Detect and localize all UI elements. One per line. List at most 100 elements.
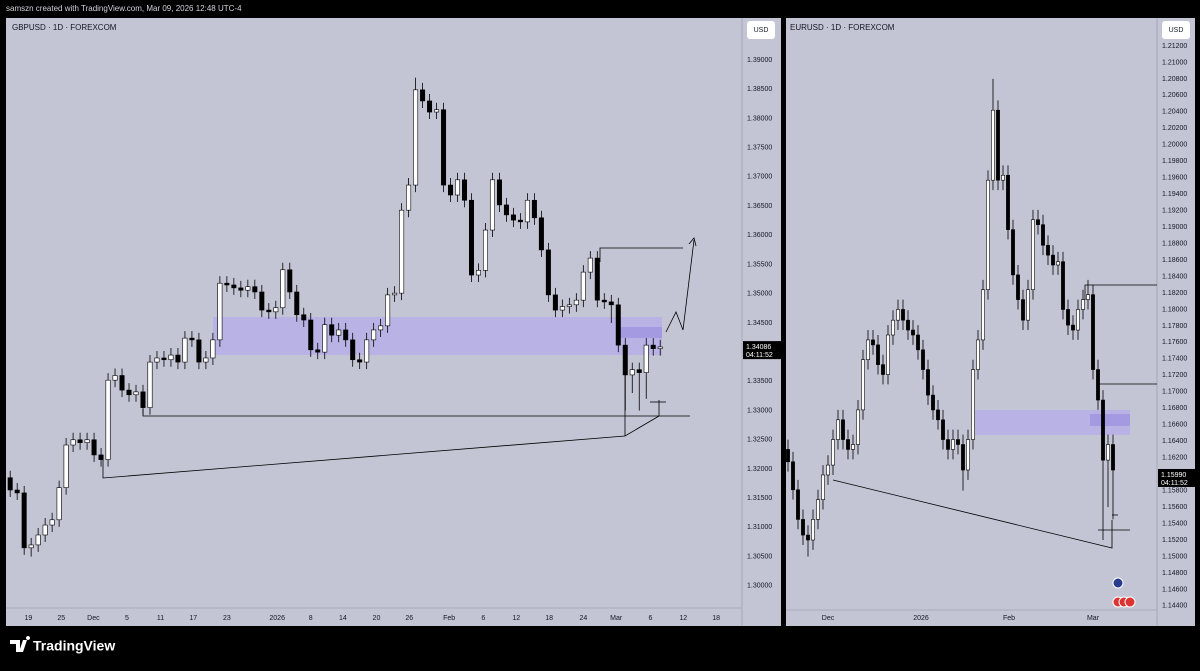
candle-body	[886, 334, 890, 375]
candle-body	[448, 184, 454, 196]
candle-body	[587, 257, 593, 273]
header-text: samszn created with TradingView.com, Mar…	[6, 4, 242, 13]
candle-body	[21, 492, 27, 549]
y-tick-label: 1.20400	[1162, 109, 1187, 116]
candle-body	[836, 419, 840, 440]
candle-body	[14, 489, 20, 494]
x-tick-label: Dec	[87, 615, 100, 622]
candle-body	[961, 444, 965, 471]
candle-body	[98, 454, 104, 460]
candle-body	[1016, 274, 1020, 300]
x-tick-label: 8	[309, 615, 313, 622]
y-tick-label: 1.20200	[1162, 125, 1187, 132]
currency-button[interactable]	[1162, 21, 1190, 39]
candle-body	[966, 439, 970, 471]
candle-body	[831, 439, 835, 466]
candle-body	[531, 199, 537, 219]
candle-body	[287, 269, 293, 293]
candle-body	[801, 519, 805, 536]
candle-body	[427, 100, 433, 113]
y-tick-label: 1.18800	[1162, 240, 1187, 247]
arrow-head	[688, 237, 697, 247]
candle-body	[28, 544, 34, 549]
candle-body	[371, 329, 377, 341]
countdown-label: 04:11:52	[746, 352, 773, 359]
y-tick-label: 1.19600	[1162, 175, 1187, 182]
candle-body	[482, 229, 488, 271]
candle-body	[861, 359, 865, 411]
x-tick-label: Mar	[610, 615, 623, 622]
candle-body	[308, 319, 314, 351]
x-tick-label: 26	[405, 615, 413, 622]
candle-body	[580, 271, 586, 301]
candle-body	[881, 364, 885, 375]
last-price-label: 1.15990	[1161, 472, 1186, 479]
currency-button[interactable]	[747, 21, 775, 39]
candle-body	[406, 184, 412, 211]
x-tick-label: Mar	[1087, 615, 1100, 622]
y-tick-label: 1.35000	[747, 291, 772, 298]
symbol-title: GBPUSD · 1D · FOREXCOM	[12, 23, 117, 32]
y-tick-label: 1.21200	[1162, 43, 1187, 50]
candle-body	[413, 89, 419, 186]
eurusd-candles	[786, 78, 1115, 557]
candle-body	[941, 419, 945, 440]
last-price-tag	[1158, 468, 1195, 487]
x-tick-label: 18	[712, 615, 720, 622]
candle-body	[856, 409, 860, 445]
candle-body	[1011, 229, 1015, 276]
candle-body	[91, 439, 97, 456]
candle-body	[552, 294, 558, 311]
x-tick-label: 24	[579, 615, 587, 622]
candle-body	[231, 284, 237, 289]
candle-body	[566, 304, 572, 307]
candle-body	[49, 519, 55, 526]
y-tick-label: 1.30000	[747, 583, 772, 590]
y-tick-label: 1.16800	[1162, 405, 1187, 412]
candle-body	[936, 409, 940, 421]
candle-body	[119, 375, 125, 391]
x-tick-label: 25	[57, 615, 65, 622]
y-tick-label: 1.37500	[747, 145, 772, 152]
candle-body	[615, 304, 621, 346]
currency-label[interactable]: USD	[1169, 27, 1184, 34]
candle-body	[846, 439, 850, 450]
candle-body	[906, 319, 910, 331]
y-tick-label: 1.15800	[1162, 487, 1187, 494]
y-tick-label: 1.36000	[747, 232, 772, 239]
candle-body	[455, 179, 461, 196]
candle-body	[1081, 299, 1085, 310]
candle-body	[364, 339, 370, 363]
candle-body	[238, 287, 244, 291]
candle-body	[545, 249, 551, 296]
candle-body	[343, 329, 349, 341]
y-tick-label: 1.20000	[1162, 142, 1187, 149]
projection-path	[665, 239, 695, 333]
event-icon[interactable]	[1112, 577, 1124, 589]
currency-label[interactable]: USD	[754, 27, 769, 34]
candle-body	[911, 329, 915, 336]
candle-body	[1086, 294, 1090, 300]
candle-body	[133, 391, 139, 396]
candle-body	[462, 179, 468, 201]
brand-name: TradingView	[33, 638, 115, 654]
candle-body	[315, 349, 321, 353]
candle-body	[1021, 299, 1025, 321]
candle-body	[1026, 289, 1030, 321]
y-tick-label: 1.17600	[1162, 339, 1187, 346]
zone-highlight	[1090, 414, 1130, 426]
candle-body	[392, 292, 398, 296]
candle-body	[112, 375, 118, 381]
candle-body	[811, 519, 815, 541]
last-price-label: 1.34086	[746, 344, 771, 351]
y-tick-label: 1.19000	[1162, 224, 1187, 231]
y-tick-label: 1.21000	[1162, 59, 1187, 66]
y-tick-label: 1.35500	[747, 261, 772, 268]
candle-body	[63, 444, 69, 488]
candle-body	[538, 217, 544, 251]
event-icon[interactable]	[1124, 596, 1136, 608]
candle-body	[876, 344, 880, 365]
x-tick-label: 12	[679, 615, 687, 622]
candle-body	[986, 179, 990, 291]
